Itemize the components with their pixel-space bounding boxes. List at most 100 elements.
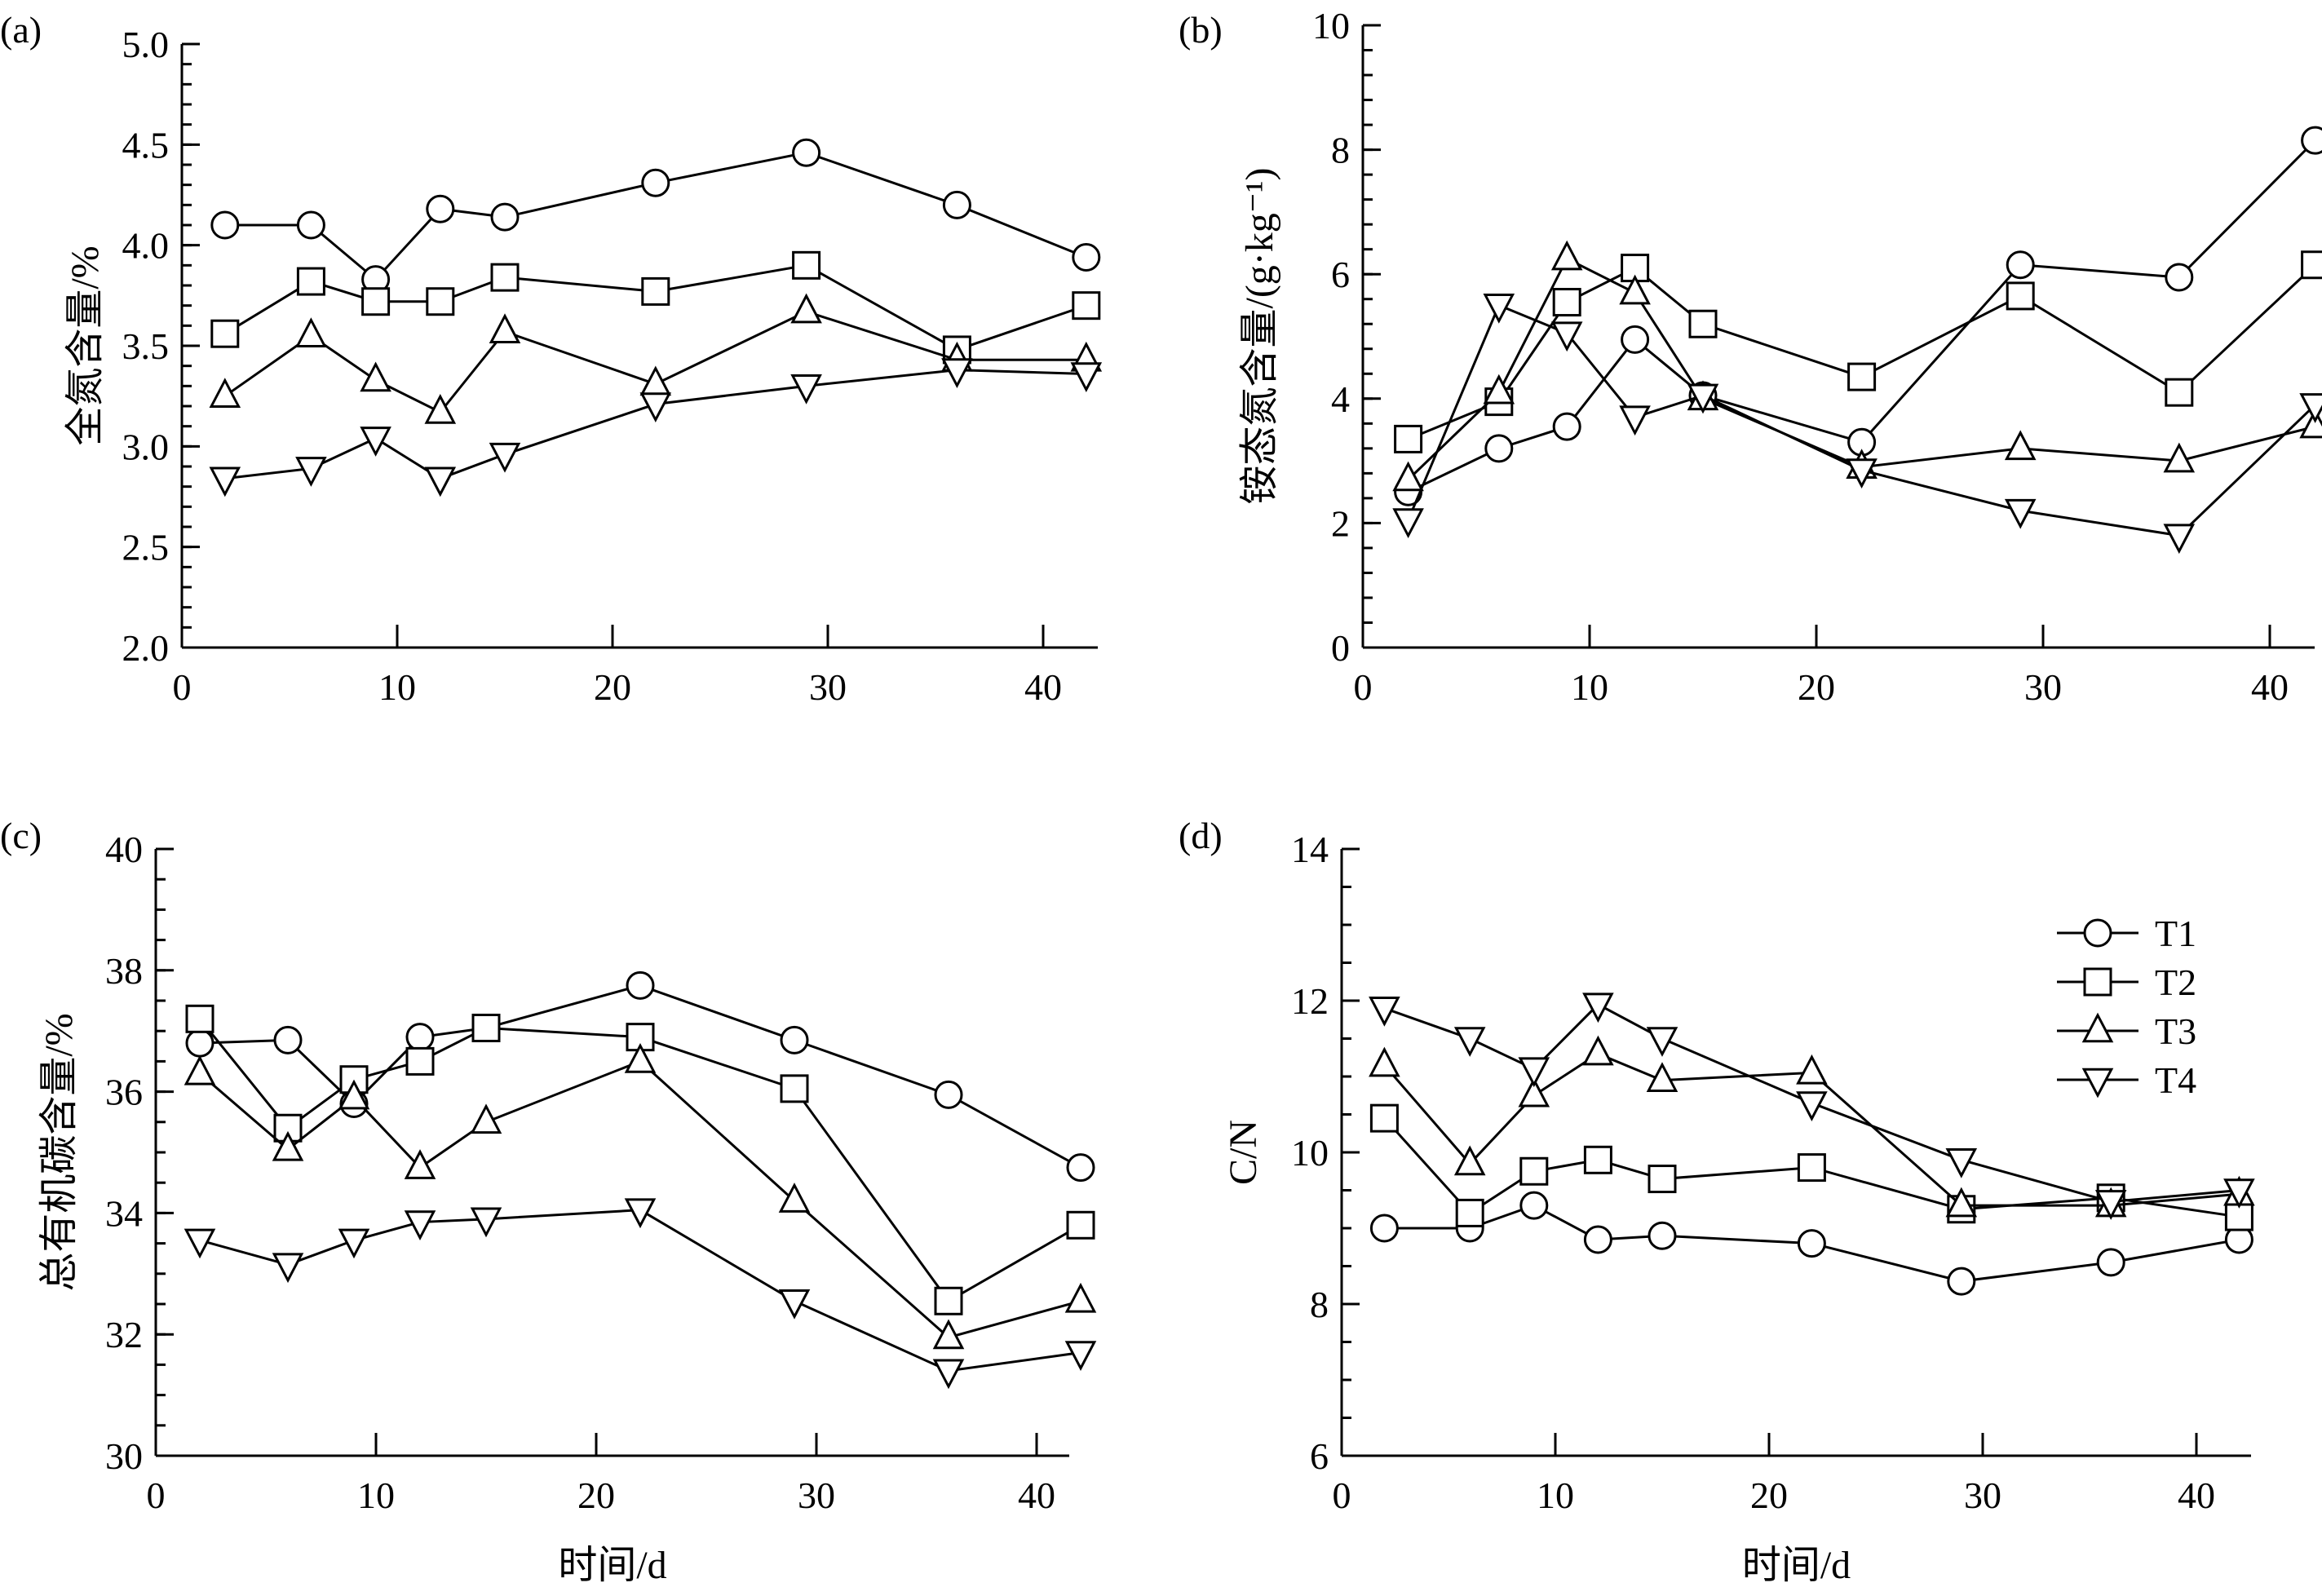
data-point-T1 <box>426 194 455 223</box>
series-line-T1 <box>199 984 1081 1169</box>
data-point-T2 <box>1369 1103 1399 1133</box>
data-point-T2 <box>1066 1210 1095 1240</box>
data-point-T1 <box>641 168 670 197</box>
data-point-T1 <box>780 1025 809 1054</box>
y-axis-label: C/N <box>1222 1120 1265 1185</box>
data-point-T4 <box>1550 321 1583 352</box>
data-point-T4 <box>1483 294 1515 324</box>
y-tick-label: 36 <box>105 1072 143 1113</box>
data-point-T3 <box>1550 240 1583 271</box>
data-point-T2 <box>780 1074 809 1103</box>
data-point-T3 <box>1619 274 1651 305</box>
data-point-T3 <box>338 1079 370 1110</box>
data-point-T1 <box>1519 1191 1549 1220</box>
y-tick-label: 5.0 <box>122 24 170 65</box>
x-tick-label: 0 <box>1333 1474 1351 1516</box>
series-T4 <box>1392 294 2322 555</box>
data-point-T4 <box>1582 993 1614 1023</box>
data-point-T3 <box>489 313 521 344</box>
data-point-T2 <box>1552 288 1581 317</box>
y-tick-label: 4.0 <box>122 225 170 267</box>
series-T2 <box>210 250 1101 365</box>
legend-marker-T1 <box>2083 918 2112 948</box>
x-tick-label: 40 <box>1018 1474 1055 1516</box>
data-point-T3 <box>2163 442 2196 473</box>
chart-panel-c: 30 32 34 36 38 40 0 10 20 30 40 (c) 总有机碳含量/% 时间/d <box>0 815 1097 1587</box>
x-tick-label: 0 <box>173 666 192 708</box>
data-point-T4 <box>1453 1027 1486 1057</box>
y-tick-label: 10 <box>1312 5 1350 46</box>
data-point-T2 <box>2006 281 2035 311</box>
chart-panel-a: 2.0 2.5 3.0 3.5 4.0 4.5 5.0 0 10 20 30 40 (a) 全氮含量/% <box>0 9 1103 708</box>
data-point-T4 <box>1369 997 1400 1027</box>
y-axis-label: 铵态氮含量/(g·kg⁻¹) <box>1238 167 1281 504</box>
y-tick-label: 14 <box>1291 829 1329 870</box>
data-point-T1 <box>626 970 655 1000</box>
data-point-T4 <box>404 1210 436 1240</box>
data-point-T4 <box>1070 362 1103 392</box>
x-tick-label: 40 <box>1024 666 1062 708</box>
y-tick-label: 4 <box>1331 378 1350 420</box>
x-tick-label: 0 <box>1354 666 1373 708</box>
x-tick-label: 10 <box>378 666 416 708</box>
series-T1 <box>185 970 1095 1183</box>
x-axis-label: 时间/d <box>1742 1544 1851 1587</box>
data-point-T4 <box>470 1207 502 1238</box>
data-point-T2 <box>1797 1153 1826 1183</box>
x-tick-label: 10 <box>1537 1474 1574 1516</box>
data-point-T4 <box>1619 405 1651 436</box>
x-tick-label: 30 <box>1964 1474 2001 1516</box>
data-point-T4 <box>1518 1057 1550 1088</box>
series-T4 <box>209 358 1103 497</box>
data-point-T2 <box>1072 291 1101 321</box>
data-point-T3 <box>790 293 822 324</box>
y-tick-label: 3.5 <box>122 325 170 367</box>
data-point-T4 <box>1796 1091 1828 1121</box>
data-point-T1 <box>2006 250 2035 280</box>
data-point-T1 <box>273 1025 303 1054</box>
data-point-T4 <box>2004 498 2037 529</box>
data-point-T1 <box>185 1028 215 1058</box>
data-point-T3 <box>295 317 327 347</box>
data-point-T2 <box>1394 424 1423 453</box>
legend-entry: T3 <box>2155 1010 2196 1052</box>
data-point-T3 <box>1582 1035 1614 1066</box>
panel-label: (c) <box>0 815 42 856</box>
legend-entry: T1 <box>2155 913 2196 954</box>
y-axis-label: 总有机碳含量/% <box>38 1013 81 1291</box>
y-tick-label: 2.0 <box>122 627 170 669</box>
data-point-T4 <box>2163 524 2196 555</box>
data-point-T1 <box>1484 434 1514 463</box>
data-point-T1 <box>934 1080 963 1109</box>
data-point-T1 <box>1621 325 1650 354</box>
data-point-T2 <box>641 276 670 306</box>
series-T3 <box>184 1042 1097 1350</box>
data-point-T2 <box>2165 378 2194 407</box>
data-point-T1 <box>210 210 240 240</box>
data-point-T1 <box>1797 1229 1826 1258</box>
y-tick-label: 6 <box>1310 1435 1329 1477</box>
series-T1 <box>1369 1191 2253 1296</box>
data-point-T2 <box>1688 309 1718 338</box>
data-point-T1 <box>2301 126 2322 155</box>
data-point-T4 <box>1646 1027 1678 1057</box>
data-point-T3 <box>184 1054 216 1085</box>
series-T4 <box>1369 993 2255 1220</box>
y-tick-label: 6 <box>1331 254 1350 295</box>
data-point-T3 <box>470 1103 502 1134</box>
data-point-T2 <box>471 1013 501 1042</box>
legend-marker-T3 <box>2081 1012 2114 1043</box>
data-point-T1 <box>1072 242 1101 272</box>
data-point-T2 <box>210 319 240 348</box>
x-tick-label: 20 <box>1750 1474 1788 1516</box>
series-T1 <box>210 138 1101 294</box>
data-point-T3 <box>424 393 457 424</box>
data-point-T2 <box>361 287 391 316</box>
data-point-T4 <box>1945 1148 1978 1178</box>
data-point-T4 <box>2094 1190 2127 1220</box>
data-point-T4 <box>272 1253 304 1284</box>
data-point-T4 <box>360 427 391 457</box>
legend-entry: T2 <box>2155 962 2196 1003</box>
data-point-T4 <box>209 466 241 497</box>
